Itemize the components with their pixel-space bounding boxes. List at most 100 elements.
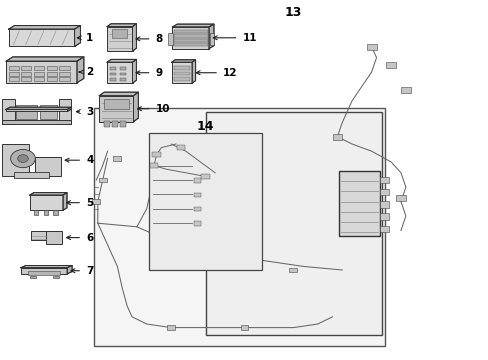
- Text: 11: 11: [242, 33, 257, 43]
- Text: 8: 8: [155, 34, 163, 44]
- Polygon shape: [6, 57, 84, 61]
- Text: 12: 12: [223, 68, 237, 78]
- Bar: [174, 30, 207, 33]
- Bar: [21, 77, 31, 81]
- Bar: [110, 67, 116, 70]
- Bar: [174, 34, 207, 38]
- Bar: [149, 163, 158, 168]
- Bar: [240, 325, 248, 330]
- Bar: [386, 62, 395, 68]
- Polygon shape: [67, 107, 71, 111]
- Bar: [194, 193, 201, 197]
- Bar: [16, 105, 37, 119]
- Bar: [21, 72, 31, 76]
- Bar: [2, 120, 71, 124]
- Bar: [120, 73, 125, 76]
- Bar: [174, 39, 207, 42]
- Bar: [53, 275, 59, 278]
- Bar: [173, 77, 190, 81]
- Bar: [35, 157, 61, 176]
- Bar: [194, 207, 201, 211]
- Bar: [14, 172, 49, 178]
- Bar: [6, 109, 67, 111]
- Bar: [173, 66, 190, 70]
- Bar: [173, 72, 190, 76]
- Polygon shape: [75, 26, 81, 46]
- Bar: [120, 121, 126, 127]
- Polygon shape: [20, 266, 72, 268]
- Polygon shape: [6, 107, 71, 109]
- Polygon shape: [172, 24, 214, 27]
- Bar: [47, 66, 57, 70]
- Bar: [110, 78, 116, 81]
- Text: 9: 9: [155, 68, 163, 78]
- Bar: [47, 77, 57, 81]
- Bar: [34, 77, 44, 81]
- Bar: [30, 195, 63, 210]
- Bar: [206, 112, 382, 335]
- Bar: [53, 210, 58, 215]
- Bar: [2, 99, 15, 124]
- Bar: [60, 72, 69, 76]
- Text: 1: 1: [86, 33, 93, 43]
- Bar: [380, 177, 388, 183]
- Bar: [380, 189, 388, 195]
- Bar: [332, 134, 342, 140]
- Polygon shape: [209, 24, 214, 49]
- Bar: [380, 213, 388, 220]
- Bar: [30, 275, 36, 278]
- Bar: [209, 33, 214, 45]
- Bar: [21, 66, 31, 70]
- Bar: [30, 231, 46, 240]
- Bar: [9, 77, 19, 81]
- Bar: [107, 62, 132, 83]
- Bar: [92, 199, 100, 204]
- Bar: [400, 87, 410, 93]
- Text: 14: 14: [196, 120, 214, 132]
- Bar: [120, 78, 125, 81]
- Bar: [59, 99, 71, 124]
- Bar: [112, 29, 127, 38]
- Text: 2: 2: [86, 67, 93, 77]
- Bar: [94, 108, 385, 346]
- Bar: [28, 271, 60, 275]
- Circle shape: [11, 149, 35, 168]
- Bar: [167, 325, 175, 330]
- Bar: [171, 62, 192, 83]
- Bar: [112, 121, 118, 127]
- Bar: [9, 72, 19, 76]
- Bar: [60, 77, 69, 81]
- Polygon shape: [107, 24, 136, 27]
- Bar: [40, 105, 57, 119]
- Bar: [194, 178, 201, 183]
- Bar: [99, 178, 106, 182]
- Bar: [366, 44, 376, 50]
- Bar: [176, 145, 185, 150]
- Bar: [120, 67, 125, 70]
- Text: 4: 4: [86, 155, 93, 165]
- Bar: [6, 61, 77, 83]
- Bar: [43, 210, 48, 215]
- Bar: [9, 66, 19, 70]
- Bar: [104, 99, 128, 109]
- Polygon shape: [171, 60, 195, 62]
- Text: 3: 3: [86, 107, 93, 117]
- Bar: [46, 231, 62, 244]
- Bar: [104, 121, 110, 127]
- Bar: [113, 156, 121, 161]
- Text: 13: 13: [284, 6, 302, 19]
- Polygon shape: [133, 92, 138, 122]
- Text: 6: 6: [86, 233, 93, 243]
- Circle shape: [18, 155, 28, 162]
- Bar: [174, 43, 207, 46]
- Bar: [34, 210, 38, 215]
- Bar: [289, 268, 297, 272]
- Bar: [47, 72, 57, 76]
- Text: 5: 5: [86, 198, 93, 208]
- Bar: [194, 221, 201, 226]
- Bar: [34, 72, 44, 76]
- Bar: [110, 73, 116, 76]
- Bar: [395, 195, 405, 201]
- Polygon shape: [63, 193, 67, 210]
- Polygon shape: [132, 59, 136, 83]
